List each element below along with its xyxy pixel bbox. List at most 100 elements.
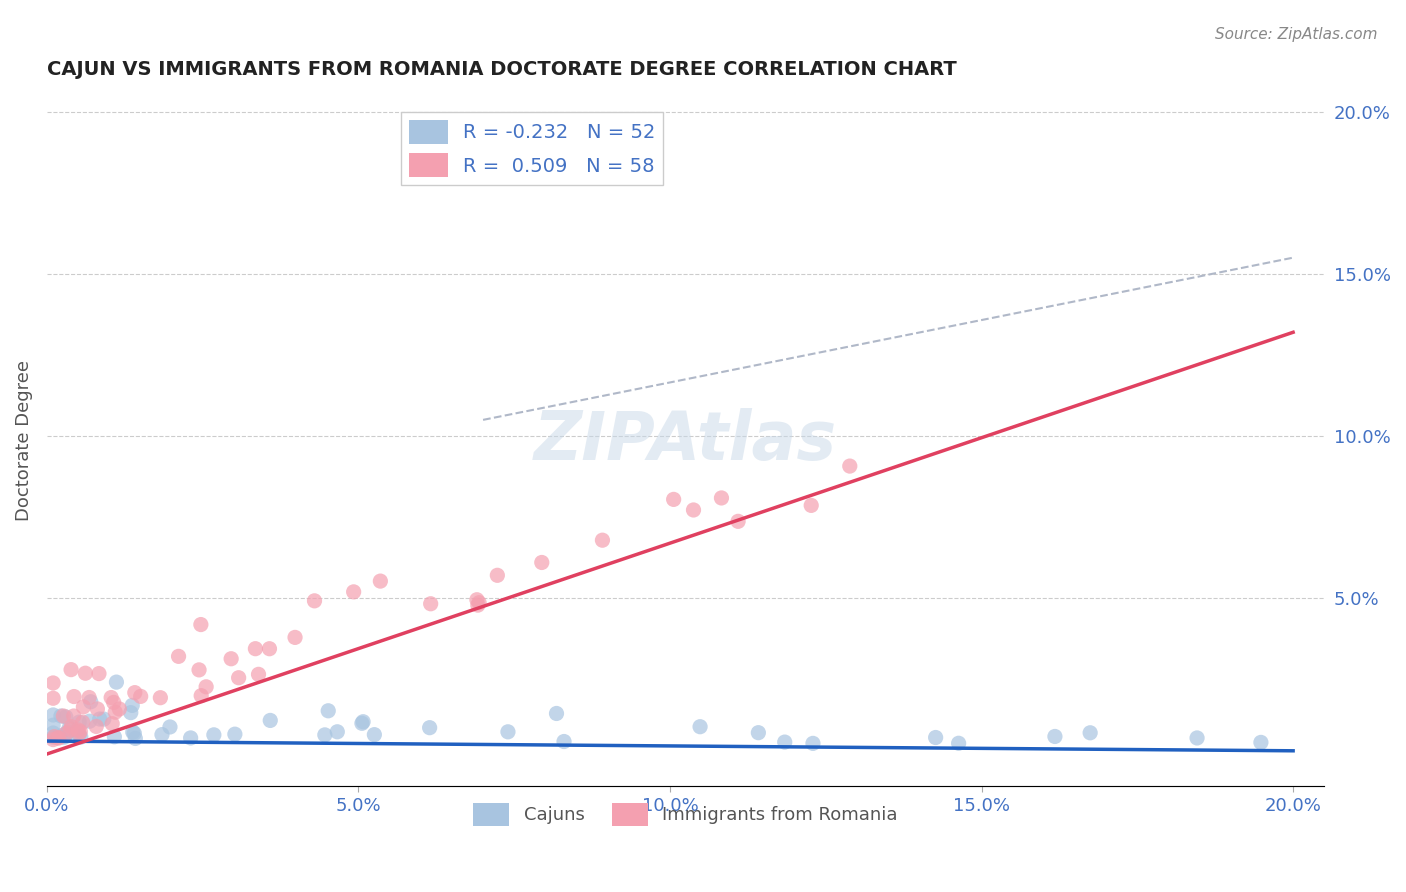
Point bbox=[42, 731, 65, 745]
Point bbox=[121, 725, 143, 739]
Point bbox=[104, 705, 127, 719]
Point bbox=[259, 714, 281, 728]
Point bbox=[72, 715, 94, 730]
Text: Source: ZipAtlas.com: Source: ZipAtlas.com bbox=[1215, 27, 1378, 42]
Point bbox=[89, 712, 111, 726]
Point bbox=[55, 729, 77, 743]
Point bbox=[190, 689, 212, 703]
Point bbox=[101, 716, 124, 731]
Point bbox=[363, 728, 385, 742]
Point bbox=[467, 598, 489, 612]
Point bbox=[103, 695, 125, 709]
Point bbox=[67, 728, 90, 742]
Point bbox=[59, 723, 82, 737]
Point bbox=[689, 720, 711, 734]
Point bbox=[67, 715, 90, 730]
Point bbox=[121, 698, 143, 713]
Point bbox=[801, 736, 824, 750]
Text: ZIPAtlas: ZIPAtlas bbox=[534, 408, 837, 474]
Point bbox=[72, 699, 94, 714]
Point bbox=[195, 680, 218, 694]
Point bbox=[46, 731, 69, 745]
Point bbox=[1250, 735, 1272, 749]
Point bbox=[924, 731, 946, 745]
Point bbox=[52, 728, 75, 742]
Point bbox=[84, 719, 107, 733]
Point bbox=[180, 731, 202, 745]
Point bbox=[465, 592, 488, 607]
Point bbox=[948, 736, 970, 750]
Point bbox=[219, 652, 242, 666]
Point bbox=[80, 695, 103, 709]
Point bbox=[1078, 726, 1101, 740]
Point bbox=[124, 726, 146, 740]
Point bbox=[79, 714, 101, 729]
Point bbox=[53, 730, 76, 744]
Point bbox=[167, 649, 190, 664]
Point bbox=[93, 712, 115, 726]
Point bbox=[259, 641, 281, 656]
Point bbox=[42, 708, 65, 723]
Point bbox=[129, 690, 152, 704]
Point bbox=[49, 709, 72, 723]
Point bbox=[77, 690, 100, 705]
Point bbox=[108, 702, 131, 716]
Point bbox=[124, 686, 146, 700]
Y-axis label: Doctorate Degree: Doctorate Degree bbox=[15, 360, 32, 522]
Point bbox=[553, 734, 575, 748]
Point bbox=[120, 706, 142, 720]
Point bbox=[530, 556, 553, 570]
Point bbox=[60, 663, 83, 677]
Point bbox=[149, 690, 172, 705]
Point bbox=[44, 730, 66, 744]
Point bbox=[591, 533, 613, 548]
Point bbox=[105, 675, 128, 690]
Point bbox=[69, 730, 91, 744]
Point bbox=[100, 690, 122, 705]
Point bbox=[304, 594, 326, 608]
Point bbox=[103, 730, 125, 744]
Point bbox=[55, 710, 77, 724]
Point bbox=[800, 499, 823, 513]
Point bbox=[60, 720, 83, 734]
Point bbox=[496, 724, 519, 739]
Point bbox=[773, 735, 796, 749]
Point bbox=[87, 666, 110, 681]
Point bbox=[1043, 730, 1066, 744]
Point bbox=[352, 714, 374, 729]
Point bbox=[62, 709, 84, 723]
Point bbox=[63, 690, 86, 704]
Point bbox=[52, 709, 75, 723]
Point bbox=[56, 725, 79, 739]
Point bbox=[75, 666, 97, 681]
Point bbox=[245, 641, 267, 656]
Point bbox=[1185, 731, 1208, 745]
Point bbox=[67, 723, 90, 737]
Point bbox=[682, 503, 704, 517]
Point bbox=[58, 721, 80, 735]
Point bbox=[55, 726, 77, 740]
Point bbox=[314, 728, 336, 742]
Point bbox=[188, 663, 211, 677]
Point bbox=[284, 631, 307, 645]
Point bbox=[247, 667, 270, 681]
Point bbox=[42, 718, 65, 732]
Point bbox=[124, 731, 146, 746]
Point bbox=[159, 720, 181, 734]
Point bbox=[419, 597, 441, 611]
Point bbox=[662, 492, 685, 507]
Point bbox=[727, 514, 749, 528]
Point bbox=[69, 724, 91, 739]
Legend: Cajuns, Immigrants from Romania: Cajuns, Immigrants from Romania bbox=[465, 797, 905, 833]
Point bbox=[468, 596, 491, 610]
Text: CAJUN VS IMMIGRANTS FROM ROMANIA DOCTORATE DEGREE CORRELATION CHART: CAJUN VS IMMIGRANTS FROM ROMANIA DOCTORA… bbox=[46, 60, 956, 78]
Point bbox=[546, 706, 568, 721]
Point bbox=[710, 491, 733, 505]
Point bbox=[48, 731, 70, 745]
Point bbox=[42, 691, 65, 706]
Point bbox=[86, 702, 108, 716]
Point bbox=[343, 585, 366, 599]
Point bbox=[370, 574, 392, 588]
Point bbox=[42, 726, 65, 740]
Point bbox=[202, 728, 225, 742]
